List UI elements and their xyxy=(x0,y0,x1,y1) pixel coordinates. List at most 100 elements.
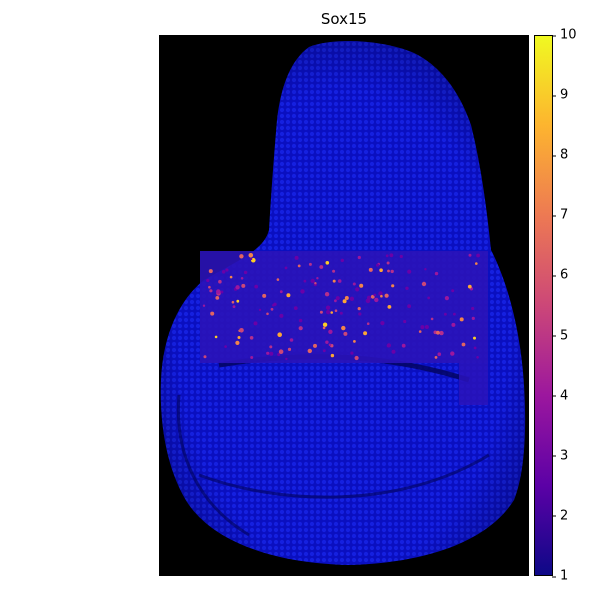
expression-spot xyxy=(322,349,326,353)
expression-spot xyxy=(221,270,226,274)
expression-spot xyxy=(444,296,449,301)
expression-spot xyxy=(391,284,395,288)
colorbar-ticks: 1 2 3 4 5 6 7 8 9 10 xyxy=(551,28,593,584)
colorbar-tick-label: 8 xyxy=(551,148,568,163)
expression-spot xyxy=(284,266,288,270)
expression-spot xyxy=(427,296,431,300)
colorbar xyxy=(534,35,553,576)
expression-spot xyxy=(231,300,235,304)
expression-spot xyxy=(334,299,337,303)
expression-spot xyxy=(471,306,475,311)
expression-spot xyxy=(253,321,258,326)
expression-spot xyxy=(355,287,360,292)
expression-spot xyxy=(461,342,466,347)
colorbar-tick-label: 3 xyxy=(551,448,568,463)
expression-spot xyxy=(278,349,284,355)
expression-spot xyxy=(475,262,478,265)
expression-spot xyxy=(335,296,340,301)
expression-spot xyxy=(287,347,292,351)
expression-spot xyxy=(324,292,330,297)
expression-spot xyxy=(358,312,362,316)
expression-spot xyxy=(471,316,475,320)
expression-spot xyxy=(444,312,447,316)
expression-spot xyxy=(357,255,361,260)
colorbar-tick-label: 5 xyxy=(551,328,568,343)
expression-spot xyxy=(220,290,224,294)
expression-spot xyxy=(437,352,442,357)
expression-spot xyxy=(224,345,227,348)
expression-spot xyxy=(476,356,479,359)
expression-spot xyxy=(374,297,379,303)
expression-spot xyxy=(343,331,348,336)
expression-spot xyxy=(330,353,335,358)
expression-spot xyxy=(387,305,392,309)
expression-spot xyxy=(240,277,244,280)
expression-spot xyxy=(473,346,477,350)
expression-spot xyxy=(468,253,472,257)
expression-spot xyxy=(434,271,439,276)
expression-spot xyxy=(399,254,403,259)
expression-spot xyxy=(225,268,229,272)
expression-spot xyxy=(334,309,338,313)
expression-spot xyxy=(241,283,246,288)
expression-spot xyxy=(322,322,328,327)
expression-spot xyxy=(322,326,326,330)
expression-spot xyxy=(298,318,303,323)
expression-spot xyxy=(473,336,476,340)
expression-spot xyxy=(401,343,406,348)
expression-spot xyxy=(254,284,259,289)
expression-spot xyxy=(235,340,240,345)
expression-spot xyxy=(249,336,254,340)
expression-spot xyxy=(365,298,371,304)
expression-spot xyxy=(328,343,332,347)
expression-spot xyxy=(436,330,440,335)
expression-spot xyxy=(319,310,323,314)
expression-spot xyxy=(384,293,389,298)
expression-spot xyxy=(266,351,270,355)
expression-spot xyxy=(337,279,342,283)
expression-spot xyxy=(350,351,354,355)
expression-spot xyxy=(387,269,390,273)
expression-spot xyxy=(297,264,301,268)
expression-spot xyxy=(403,319,407,324)
expression-spot xyxy=(239,254,244,259)
colorbar-tick-label: 9 xyxy=(551,88,568,103)
expression-spot xyxy=(232,305,236,308)
expression-spot xyxy=(340,258,344,263)
expression-spot xyxy=(277,352,281,357)
expression-spot xyxy=(313,343,317,348)
expression-spot xyxy=(407,304,411,309)
expression-spot xyxy=(366,322,370,326)
expression-spot xyxy=(325,261,330,265)
expression-spot xyxy=(451,289,455,293)
expression-region xyxy=(200,251,488,363)
expression-spot xyxy=(208,269,213,274)
expression-spot xyxy=(420,325,425,330)
expression-spot xyxy=(353,340,356,343)
expression-spot xyxy=(215,296,220,300)
colorbar-tick-label: 1 xyxy=(551,569,568,584)
colorbar-tick-label: 2 xyxy=(551,508,568,523)
expression-spot xyxy=(386,344,390,348)
expression-spot xyxy=(308,262,312,266)
expression-spot xyxy=(298,326,303,331)
expression-spot xyxy=(266,312,269,316)
expression-spot xyxy=(328,329,333,334)
expression-spot xyxy=(279,313,284,318)
expression-spot xyxy=(476,253,480,258)
expression-spot xyxy=(250,356,254,359)
expression-spot xyxy=(450,351,455,356)
expression-spot xyxy=(307,348,312,354)
plot-title: Sox15 xyxy=(320,10,368,28)
colorbar-tick-label: 6 xyxy=(551,268,568,283)
expression-spot xyxy=(373,293,377,297)
expression-spot xyxy=(453,312,456,316)
expression-spot xyxy=(208,285,211,289)
expression-spot xyxy=(418,330,422,333)
expression-spot xyxy=(357,307,361,311)
expression-spot xyxy=(248,253,254,258)
expression-spot xyxy=(407,269,412,274)
expression-spot xyxy=(459,317,464,322)
expression-spot xyxy=(269,351,274,356)
expression-spot xyxy=(325,340,329,344)
